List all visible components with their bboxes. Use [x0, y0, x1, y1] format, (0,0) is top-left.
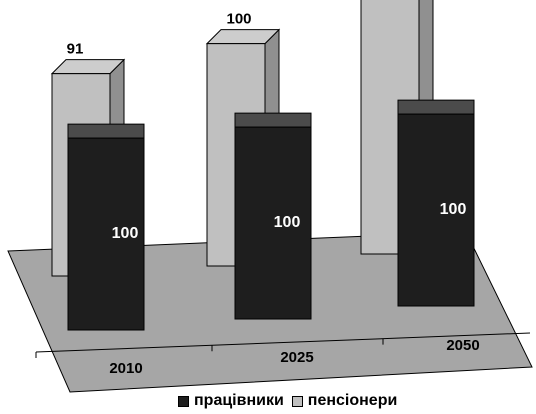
legend-label-workers: працівники	[194, 392, 284, 409]
bar-workers-2025-top	[234, 112, 312, 128]
x-tick-label-2025: 2025	[280, 349, 313, 366]
legend-label-pensioners: пенсіонери	[307, 392, 398, 409]
data-label-workers-2010: 100	[112, 225, 139, 242]
legend-swatch-workers	[178, 395, 189, 407]
x-axis-line	[35, 332, 531, 353]
bar-workers-2050	[397, 113, 475, 307]
x-tick-label-2010: 2010	[109, 360, 142, 377]
data-label-workers-2025: 100	[274, 214, 301, 231]
bar-workers-2025	[234, 126, 312, 320]
x-tick-label-2050: 2050	[446, 337, 479, 354]
legend: працівники пенсіонери	[178, 392, 405, 410]
data-label-workers-2050: 100	[440, 201, 467, 218]
bar-workers-2050-top	[397, 99, 475, 115]
legend-swatch-pensioners	[291, 395, 303, 407]
legend-item-workers: працівники	[178, 392, 284, 410]
bar-workers-2010	[67, 137, 145, 331]
legend-item-pensioners: пенсіонери	[291, 392, 398, 410]
data-label-pensioners-2010: 91	[67, 41, 84, 58]
data-label-pensioners-2025: 100	[226, 11, 251, 28]
bar-workers-2010-top	[67, 123, 145, 139]
